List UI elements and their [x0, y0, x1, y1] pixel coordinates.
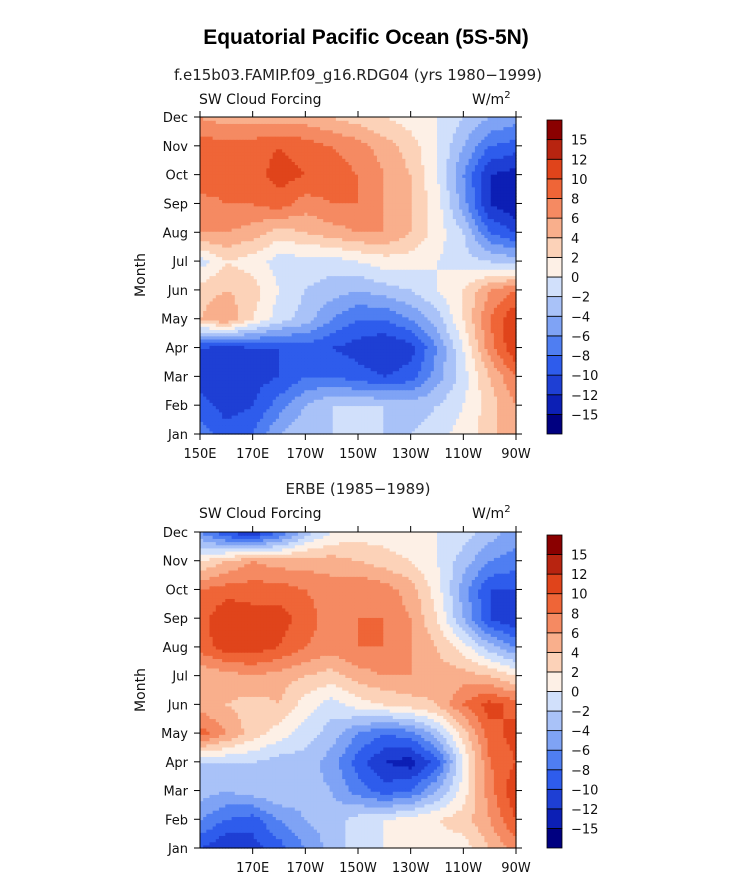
panel-1-left-label: SW Cloud Forcing [199, 92, 322, 108]
heatmap-field [200, 117, 517, 435]
panel-1-title: f.e15b03.FAMIP.f09_g16.RDG04 (yrs 1980−1… [174, 66, 542, 85]
panel-1-units: W/m2 [472, 90, 511, 108]
panel-1-heatmap: JanFebMarAprMayJunJulAugSepOctNovDec150E… [161, 111, 531, 462]
figure-title: Equatorial Pacific Ocean (5S-5N) [203, 26, 529, 49]
